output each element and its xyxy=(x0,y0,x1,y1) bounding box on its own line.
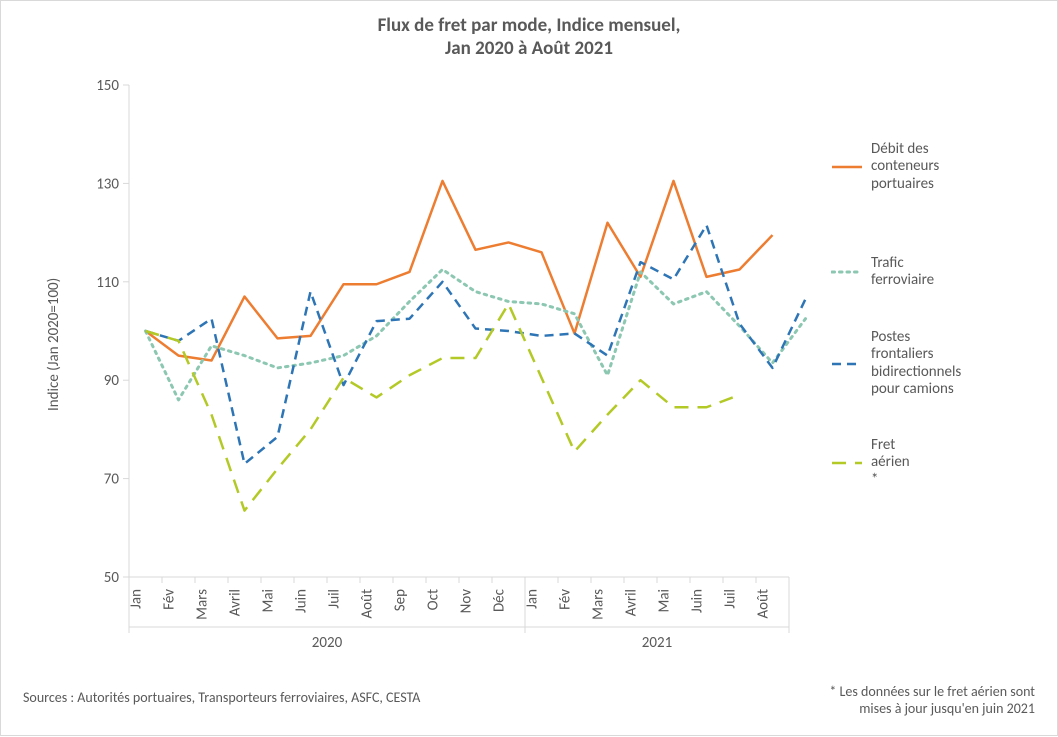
footnote-air: * Les données sur le fret aérien sont mi… xyxy=(829,683,1035,717)
svg-text:Avril: Avril xyxy=(227,589,245,616)
footnote-air-line2: mises à jour jusqu'en juin 2021 xyxy=(859,700,1035,717)
svg-text:Mai: Mai xyxy=(656,589,674,612)
svg-text:110: 110 xyxy=(96,274,119,292)
legend-label-rail: Trafic ferroviaire xyxy=(871,255,934,290)
footnote-sources: Sources : Autorités portuaires, Transpor… xyxy=(23,689,420,706)
svg-text:Fév: Fév xyxy=(557,589,575,610)
svg-text:Août: Août xyxy=(359,589,377,619)
svg-text:Juin: Juin xyxy=(689,589,707,613)
svg-text:Août: Août xyxy=(755,589,773,619)
svg-text:Juil: Juil xyxy=(326,589,344,609)
svg-text:Jan: Jan xyxy=(128,589,146,609)
svg-text:Sep: Sep xyxy=(392,589,410,611)
legend-label-air: Fret aérien * xyxy=(871,437,910,489)
svg-text:Juin: Juin xyxy=(293,589,311,613)
svg-text:Fév: Fév xyxy=(161,589,179,610)
svg-text:Mars: Mars xyxy=(194,589,212,620)
series-line-air xyxy=(146,304,740,511)
svg-text:150: 150 xyxy=(96,77,119,95)
svg-text:70: 70 xyxy=(104,471,120,489)
svg-text:Déc: Déc xyxy=(491,588,509,612)
legend-swatch-port xyxy=(831,158,863,176)
legend-label-port: Débit des conteneurs portuaires xyxy=(871,141,939,193)
svg-text:130: 130 xyxy=(96,175,119,193)
svg-text:Mars: Mars xyxy=(590,589,608,620)
chart-frame: Flux de fret par mode, Indice mensuel, J… xyxy=(0,0,1058,736)
legend-entry-port: Débit des conteneurs portuaires xyxy=(831,141,939,193)
svg-text:Jan: Jan xyxy=(524,589,542,609)
series-line-rail xyxy=(146,270,806,400)
svg-text:Juil: Juil xyxy=(722,589,740,609)
svg-text:2020: 2020 xyxy=(312,634,343,652)
svg-text:2021: 2021 xyxy=(642,634,672,652)
legend-entry-rail: Trafic ferroviaire xyxy=(831,255,934,290)
svg-text:Mai: Mai xyxy=(260,589,278,612)
svg-text:Avril: Avril xyxy=(623,589,641,616)
legend-swatch-rail xyxy=(831,263,863,281)
svg-text:50: 50 xyxy=(104,569,120,587)
legend-entry-truck: Postes frontaliers bidirectionnels pour … xyxy=(831,329,961,398)
legend-swatch-air xyxy=(831,454,863,472)
footnote-sources-text: Sources : Autorités portuaires, Transpor… xyxy=(23,689,420,706)
legend-swatch-truck xyxy=(831,355,863,373)
series-line-truck xyxy=(146,225,806,464)
legend-entry-air: Fret aérien * xyxy=(831,437,910,489)
svg-text:Nov: Nov xyxy=(458,589,476,614)
legend-label-truck: Postes frontaliers bidirectionnels pour … xyxy=(871,329,961,398)
svg-text:Oct: Oct xyxy=(425,589,443,610)
footnote-air-line1: * Les données sur le fret aérien sont xyxy=(829,683,1035,700)
svg-text:90: 90 xyxy=(104,372,120,390)
